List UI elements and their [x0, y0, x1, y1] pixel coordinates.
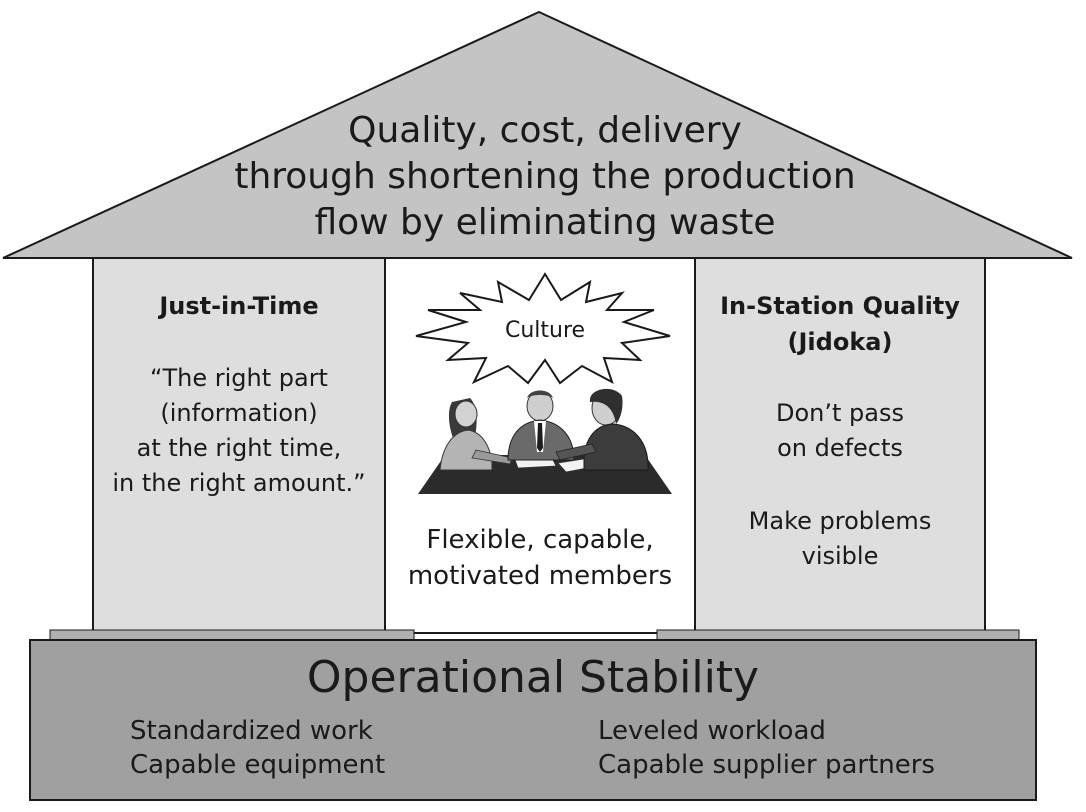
jit-quote-line: in the right amount.” [112, 469, 366, 497]
jit-quote: “The right part (information) at the rig… [93, 361, 385, 501]
culture-label: Culture [504, 318, 586, 343]
culture-starburst [415, 272, 671, 385]
man-center-figure [507, 390, 575, 461]
jit-heading: Just-in-Time [159, 292, 319, 320]
roof-title-line: through shortening the production [234, 156, 856, 197]
jidoka-point-line: Make problems [748, 507, 932, 535]
jidoka-point-defects: Don’t pass on defects [695, 396, 985, 466]
roof-title-line: flow by eliminating waste [314, 202, 776, 243]
woman-figure [439, 398, 513, 471]
foundation-item: Standardized work [130, 716, 373, 746]
roof-title: Quality, cost, delivery through shorteni… [150, 108, 940, 246]
roof-title-line: Quality, cost, delivery [348, 110, 742, 151]
members-caption: Flexible, capable, motivated members [385, 522, 695, 594]
jidoka-point-line: Don’t pass [776, 399, 904, 427]
roof [2, 10, 1073, 259]
left-pillar [92, 257, 386, 634]
foundation-block [29, 639, 1037, 801]
foundation-left-list: Standardized work Capable equipment [130, 714, 385, 782]
foundation-right-list: Leveled workload Capable supplier partne… [598, 714, 935, 782]
man-right-figure [555, 388, 649, 471]
jidoka-point-visible: Make problems visible [695, 504, 985, 574]
jit-quote-line: “The right part [150, 364, 328, 392]
jidoka-point-line: visible [801, 542, 879, 570]
members-caption-line: motivated members [407, 561, 673, 591]
jit-quote-line: (information) [160, 399, 318, 427]
jidoka-point-line: on defects [777, 434, 903, 462]
jidoka-heading: In-Station Quality (Jidoka) [695, 288, 985, 360]
foundation-item: Leveled workload [598, 716, 826, 746]
team-meeting-illustration [418, 388, 672, 494]
jit-quote-line: at the right time, [136, 434, 342, 462]
foundation-item: Capable equipment [130, 750, 386, 780]
jidoka-heading-line: (Jidoka) [787, 328, 893, 356]
foundation-title: Operational Stability [306, 652, 760, 703]
jidoka-heading-line: In-Station Quality [720, 292, 960, 320]
foundation-item: Capable supplier partners [598, 750, 935, 780]
members-caption-line: Flexible, capable, [426, 525, 654, 555]
